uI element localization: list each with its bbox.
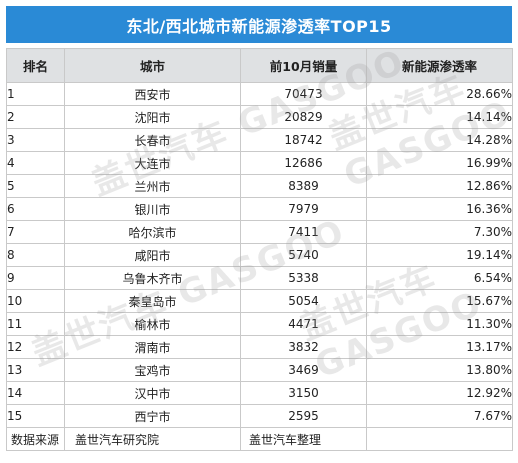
table-row: 9 乌鲁木齐市 5338 6.54%	[6, 266, 513, 290]
sales-cell: 7411	[240, 220, 367, 244]
sales-cell: 12686	[240, 151, 367, 175]
rank-cell: 15	[6, 404, 65, 428]
table-row: 11 榆林市 4471 11.30%	[6, 312, 513, 336]
rate-cell: 7.67%	[366, 404, 513, 428]
table-row: 8 咸阳市 5740 19.14%	[6, 243, 513, 267]
city-cell: 渭南市	[64, 335, 241, 359]
sales-cell: 3469	[240, 358, 367, 382]
header-city: 城市	[64, 48, 241, 83]
table-header-row: 排名 城市 前10月销量 新能源渗透率	[6, 48, 513, 83]
rank-cell: 2	[6, 105, 65, 129]
table-row: 12 渭南市 3832 13.17%	[6, 335, 513, 359]
city-cell: 秦皇岛市	[64, 289, 241, 313]
rank-cell: 5	[6, 174, 65, 198]
table-row: 3 长春市 18742 14.28%	[6, 128, 513, 152]
header-rate: 新能源渗透率	[366, 48, 513, 83]
city-cell: 西安市	[64, 82, 241, 106]
city-cell: 榆林市	[64, 312, 241, 336]
sales-cell: 18742	[240, 128, 367, 152]
sales-cell: 20829	[240, 105, 367, 129]
rate-cell: 13.17%	[366, 335, 513, 359]
rank-cell: 3	[6, 128, 65, 152]
rate-cell: 7.30%	[366, 220, 513, 244]
source-label: 数据来源	[6, 427, 65, 451]
rank-cell: 6	[6, 197, 65, 221]
sales-cell: 8389	[240, 174, 367, 198]
rank-cell: 7	[6, 220, 65, 244]
rank-cell: 14	[6, 381, 65, 405]
rank-cell: 10	[6, 289, 65, 313]
sales-cell: 7979	[240, 197, 367, 221]
compiled-by: 盖世汽车整理	[240, 427, 367, 451]
ranking-table: 排名 城市 前10月销量 新能源渗透率 1 西安市 70473 28.66% 2…	[6, 48, 513, 451]
rate-cell: 14.28%	[366, 128, 513, 152]
header-sales: 前10月销量	[240, 48, 367, 83]
rate-cell: 16.99%	[366, 151, 513, 175]
table-row: 13 宝鸡市 3469 13.80%	[6, 358, 513, 382]
rank-cell: 9	[6, 266, 65, 290]
table-row: 4 大连市 12686 16.99%	[6, 151, 513, 175]
rate-cell: 19.14%	[366, 243, 513, 267]
rank-cell: 1	[6, 82, 65, 106]
table-row: 14 汉中市 3150 12.92%	[6, 381, 513, 405]
sales-cell: 3150	[240, 381, 367, 405]
table-row: 2 沈阳市 20829 14.14%	[6, 105, 513, 129]
rate-cell: 15.67%	[366, 289, 513, 313]
sales-cell: 5740	[240, 243, 367, 267]
sales-cell: 3832	[240, 335, 367, 359]
rate-cell: 13.80%	[366, 358, 513, 382]
city-cell: 咸阳市	[64, 243, 241, 267]
city-cell: 哈尔滨市	[64, 220, 241, 244]
rank-cell: 13	[6, 358, 65, 382]
rank-cell: 11	[6, 312, 65, 336]
city-cell: 大连市	[64, 151, 241, 175]
table-row: 5 兰州市 8389 12.86%	[6, 174, 513, 198]
rate-cell: 16.36%	[366, 197, 513, 221]
rate-cell: 11.30%	[366, 312, 513, 336]
city-cell: 宝鸡市	[64, 358, 241, 382]
city-cell: 西宁市	[64, 404, 241, 428]
source-row: 数据来源 盖世汽车研究院 盖世汽车整理	[6, 427, 513, 451]
sales-cell: 2595	[240, 404, 367, 428]
source-empty-cell	[366, 427, 513, 451]
rate-cell: 12.86%	[366, 174, 513, 198]
rate-cell: 12.92%	[366, 381, 513, 405]
table-row: 6 银川市 7979 16.36%	[6, 197, 513, 221]
table-row: 10 秦皇岛市 5054 15.67%	[6, 289, 513, 313]
rank-cell: 4	[6, 151, 65, 175]
table-row: 7 哈尔滨市 7411 7.30%	[6, 220, 513, 244]
rate-cell: 6.54%	[366, 266, 513, 290]
rate-cell: 28.66%	[366, 82, 513, 106]
source-org: 盖世汽车研究院	[64, 427, 241, 451]
sales-cell: 4471	[240, 312, 367, 336]
rank-cell: 12	[6, 335, 65, 359]
city-cell: 汉中市	[64, 381, 241, 405]
sales-cell: 5338	[240, 266, 367, 290]
rank-cell: 8	[6, 243, 65, 267]
table-title: 东北/西北城市新能源渗透率TOP15	[6, 6, 512, 43]
sales-cell: 5054	[240, 289, 367, 313]
table-row: 1 西安市 70473 28.66%	[6, 82, 513, 106]
city-cell: 长春市	[64, 128, 241, 152]
header-rank: 排名	[6, 48, 65, 83]
city-cell: 银川市	[64, 197, 241, 221]
city-cell: 兰州市	[64, 174, 241, 198]
city-cell: 沈阳市	[64, 105, 241, 129]
sales-cell: 70473	[240, 82, 367, 106]
rate-cell: 14.14%	[366, 105, 513, 129]
table-row: 15 西宁市 2595 7.67%	[6, 404, 513, 428]
city-cell: 乌鲁木齐市	[64, 266, 241, 290]
